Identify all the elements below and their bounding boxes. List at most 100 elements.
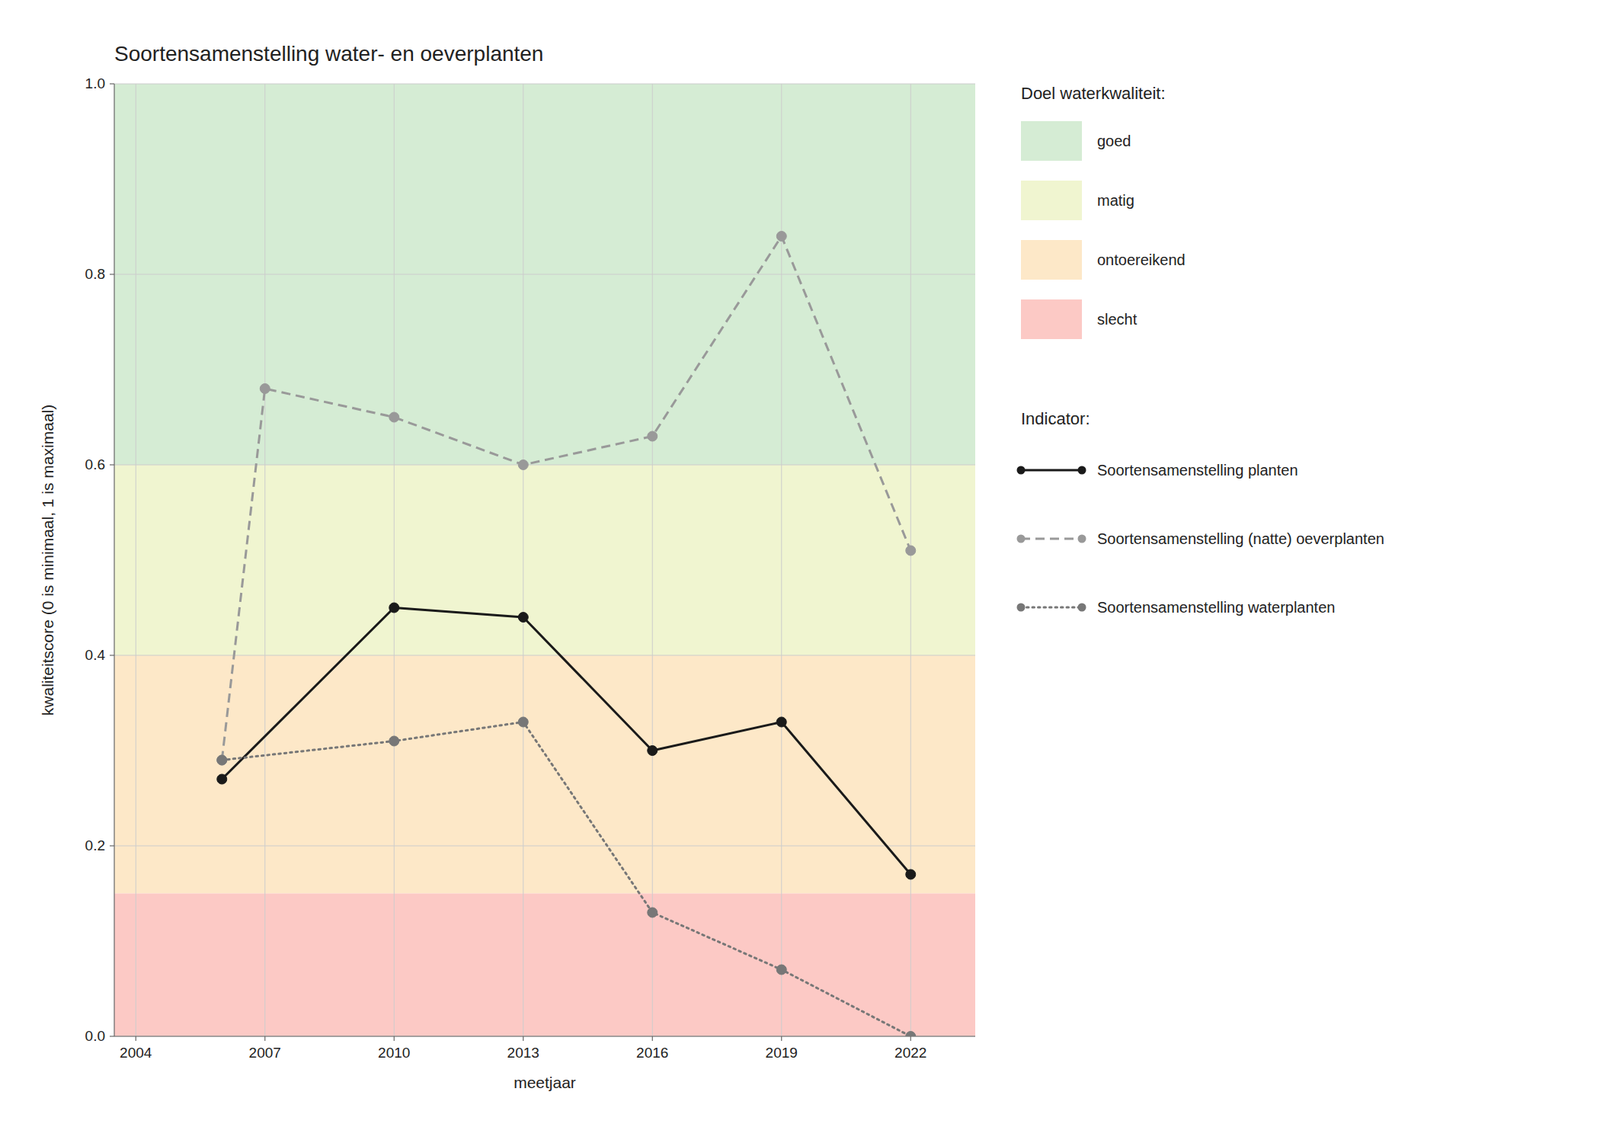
series-point [905,869,916,880]
legend-label: matig [1097,192,1135,209]
grid-line-x [522,83,524,1037]
x-axis-line [114,1035,976,1037]
series-point [647,431,658,442]
grid-line-y [114,274,976,276]
x-tick [910,1036,912,1041]
grid-line-y [114,655,976,656]
y-tick-label: 0.6 [85,456,106,473]
legend-label: Soortensamenstelling waterplanten [1097,598,1335,616]
series-point [776,716,787,727]
legend: Doel waterkwaliteit: goed matig ontoereiken… [1017,83,1385,616]
legend-label: goed [1097,132,1132,150]
grid-line-x [393,83,395,1037]
legend-marker [1078,534,1087,544]
quality-band [114,893,976,1037]
y-tick-label: 0.4 [85,646,106,663]
x-tick [135,1036,137,1041]
series-point [518,612,528,623]
grid-line-x [780,83,782,1037]
series-line [221,236,911,761]
series-point [776,231,787,242]
x-tick-label: 2007 [249,1044,282,1061]
series-point [905,1031,916,1037]
x-tick-label: 2022 [894,1044,927,1061]
grid [114,83,976,1037]
chart: 2004 2007 2010 2013 2016 2019 2022 0.0 0.2 0.4 0.6… [0,0,1600,1143]
grid-line-y [114,464,976,466]
series-point [647,745,658,756]
x-tick [393,1036,395,1041]
series-point [776,964,787,975]
legend-marker [1017,603,1026,612]
series-point [389,736,400,746]
y-tick [109,464,115,465]
grid-line-x [135,83,137,1037]
series [217,716,916,1037]
legend-line [1020,469,1082,472]
y-tick-label: 0.2 [85,837,106,854]
legend-label: Soortensamenstelling (natte) oeverplante… [1097,530,1385,548]
series-point [217,755,228,765]
legend-swatch [1020,180,1082,221]
series-point [905,545,916,556]
y-tick [109,844,115,846]
x-axis-label: meetjaar [513,1073,576,1092]
y-tick [109,1035,115,1037]
y-tick [109,654,115,656]
bands [114,83,976,1037]
series-point [259,384,270,394]
grid-line-y [114,1036,976,1037]
legend-label: ontoereikend [1097,251,1186,269]
series-point [518,716,528,727]
x-tick [522,1036,524,1041]
legend-swatch [1020,299,1082,340]
x-tick-label: 2004 [119,1044,153,1061]
series [217,602,916,880]
legend-marker [1017,534,1026,544]
grid-line-x [652,83,653,1037]
x-tick-label: 2010 [377,1044,410,1061]
legend-title: Indicator: [1020,409,1091,429]
series-point [217,774,228,784]
y-tick-label: 0.0 [85,1027,106,1044]
chart-title: Soortensamenstelling water- en oeverplan… [114,41,544,66]
series-line [221,722,911,1037]
series-point [217,755,228,765]
series-point [647,907,658,918]
x-tick-label: 2013 [507,1044,540,1061]
quality-band [114,655,976,894]
y-tick [109,83,115,84]
legend-line [1020,606,1082,609]
y-axis-label: kwaliteitscore (0 is minimaal, 1 is maxi… [38,404,57,716]
legend-marker [1078,466,1087,475]
grid-line-x [910,83,912,1037]
legend-swatch [1020,240,1082,280]
legend-marker [1017,466,1026,475]
x-tick [264,1036,266,1041]
grid-line-y [114,845,976,847]
legend-label: slecht [1097,310,1138,328]
legend-marker [1078,603,1087,612]
y-tick [109,273,115,275]
legend-title: Doel waterkwaliteit: [1020,83,1166,103]
x-tick-label: 2019 [765,1044,798,1061]
grid-line-x [264,83,266,1037]
series-point [389,602,400,613]
legend-line [1020,537,1082,541]
series-point [518,460,528,471]
y-axis-line [113,83,115,1037]
series-point [389,412,400,423]
legend-swatch [1020,121,1082,161]
y-tick-label: 1.0 [85,75,106,92]
y-tick-label: 0.8 [85,265,106,282]
x-tick-label: 2016 [636,1044,669,1061]
quality-band [114,464,976,656]
series-area [217,231,916,1037]
series [217,231,916,766]
x-tick [652,1036,653,1041]
grid-line-y [114,83,976,85]
legend-label: Soortensamenstelling planten [1097,461,1299,479]
axes: 2004 2007 2010 2013 2016 2019 2022 0.0 0.2 0.4 0.6… [85,75,976,1061]
series-line [221,608,911,875]
x-tick [780,1036,782,1041]
